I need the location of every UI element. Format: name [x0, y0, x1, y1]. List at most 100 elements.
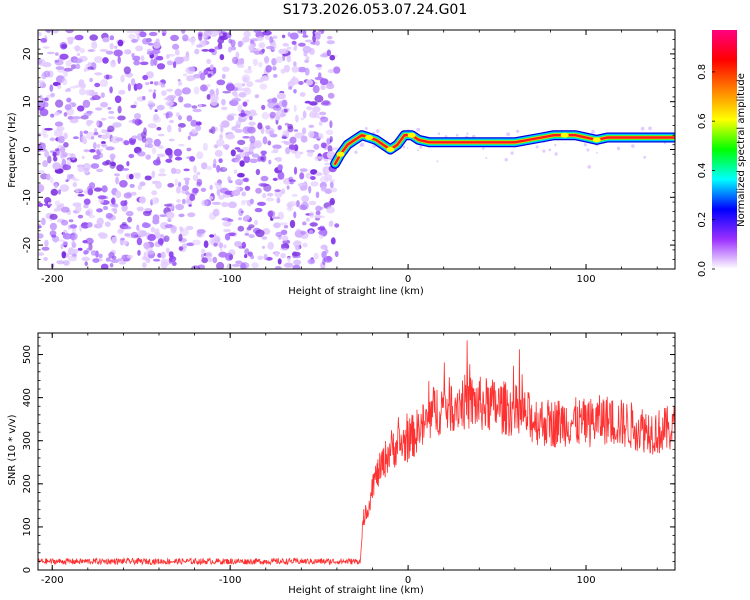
noise-speckle: [121, 168, 130, 171]
noise-speckle: [117, 56, 121, 64]
noise-speckle: [548, 148, 552, 152]
noise-speckle: [307, 258, 316, 265]
noise-speckle: [208, 48, 215, 53]
noise-speckle: [44, 150, 50, 158]
noise-speckle: [280, 253, 286, 259]
noise-speckle: [186, 115, 193, 122]
noise-speckle: [226, 32, 232, 39]
noise-speckle: [251, 262, 259, 269]
noise-speckle: [241, 199, 246, 206]
noise-speckle: [91, 136, 95, 140]
noise-speckle: [182, 34, 189, 42]
noise-speckle: [101, 117, 107, 121]
noise-speckle: [163, 235, 170, 242]
noise-speckle: [333, 66, 341, 74]
noise-speckle: [57, 84, 62, 89]
noise-speckle: [591, 129, 595, 134]
noise-speckle: [218, 251, 228, 258]
noise-speckle: [145, 82, 150, 86]
noise-speckle: [417, 149, 420, 152]
noise-speckle: [235, 178, 243, 186]
noise-speckle: [302, 242, 308, 248]
noise-speckle: [231, 97, 241, 102]
noise-speckle: [283, 108, 288, 113]
noise-speckle: [265, 65, 273, 73]
noise-speckle: [232, 56, 239, 65]
noise-speckle: [226, 263, 233, 269]
noise-speckle: [94, 56, 103, 63]
spectrogram-background: [38, 30, 675, 269]
noise-speckle: [165, 111, 173, 118]
noise-speckle: [261, 104, 266, 110]
noise-speckle: [91, 95, 101, 101]
noise-speckle: [137, 249, 141, 256]
noise-speckle: [216, 188, 221, 196]
noise-speckle: [215, 88, 219, 96]
noise-speckle: [257, 122, 263, 130]
noise-speckle: [196, 44, 203, 48]
noise-speckle: [281, 99, 288, 108]
noise-speckle: [165, 247, 170, 254]
noise-speckle: [234, 241, 243, 247]
noise-speckle: [218, 194, 225, 200]
noise-speckle: [279, 247, 289, 251]
noise-speckle: [201, 162, 208, 170]
noise-speckle: [53, 156, 58, 162]
noise-speckle: [82, 162, 91, 171]
noise-speckle: [319, 78, 329, 86]
noise-speckle: [212, 208, 220, 217]
noise-speckle: [326, 49, 332, 57]
noise-speckle: [41, 217, 46, 226]
noise-speckle: [86, 120, 94, 124]
noise-speckle: [95, 250, 99, 258]
noise-speckle: [139, 181, 146, 187]
noise-speckle: [183, 103, 192, 108]
noise-speckle: [187, 212, 196, 218]
noise-speckle: [114, 45, 118, 49]
noise-speckle: [216, 79, 226, 86]
y-tick-label: 200: [22, 474, 33, 493]
noise-speckle: [167, 183, 175, 188]
noise-speckle: [66, 159, 72, 166]
ridge-hotspot: [365, 135, 373, 140]
noise-speckle: [504, 158, 508, 162]
noise-speckle: [71, 242, 77, 248]
noise-speckle: [107, 107, 112, 110]
x-tick-label: -200: [41, 575, 64, 586]
noise-speckle: [155, 180, 162, 189]
noise-speckle: [222, 90, 231, 94]
noise-speckle: [206, 83, 211, 88]
noise-speckle: [280, 229, 288, 235]
noise-speckle: [39, 94, 43, 100]
noise-speckle: [60, 243, 64, 250]
noise-speckle: [56, 260, 65, 265]
y-tick-label: 0: [22, 146, 33, 152]
noise-speckle: [237, 87, 246, 92]
noise-speckle: [255, 229, 265, 238]
noise-speckle: [109, 35, 115, 41]
noise-speckle: [272, 66, 277, 71]
snr-x-label: Height of straight line (km): [288, 585, 424, 596]
noise-speckle: [168, 251, 174, 258]
noise-speckle: [221, 106, 228, 111]
noise-speckle: [375, 129, 380, 134]
noise-speckle: [123, 66, 131, 75]
noise-speckle: [98, 253, 103, 259]
noise-speckle: [50, 188, 58, 196]
noise-speckle: [273, 74, 278, 78]
noise-speckle: [199, 84, 208, 92]
noise-speckle: [321, 250, 327, 259]
noise-speckle: [132, 172, 141, 176]
noise-speckle: [153, 138, 161, 147]
colorbar-gradient: [712, 30, 737, 269]
noise-speckle: [192, 187, 199, 194]
noise-speckle: [59, 53, 69, 60]
noise-speckle: [326, 206, 335, 214]
noise-speckle: [234, 158, 241, 163]
noise-speckle: [96, 208, 103, 213]
noise-speckle: [147, 143, 154, 149]
noise-speckle: [535, 145, 539, 149]
noise-speckle: [215, 182, 222, 190]
noise-speckle: [181, 185, 190, 192]
noise-speckle: [205, 251, 213, 260]
